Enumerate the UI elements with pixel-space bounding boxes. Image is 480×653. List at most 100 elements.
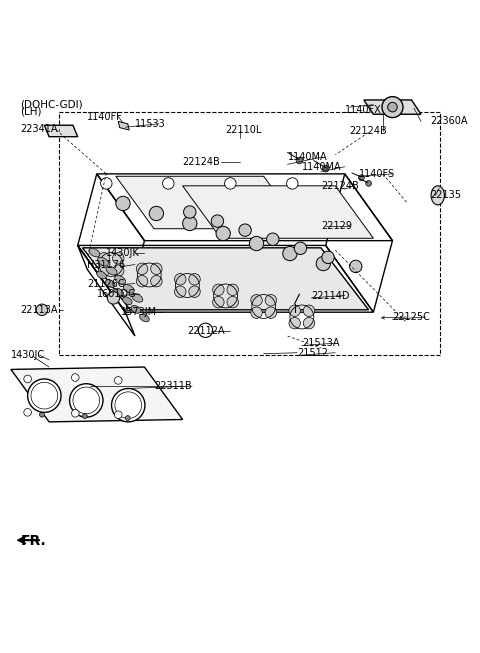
Ellipse shape: [123, 285, 134, 293]
Ellipse shape: [96, 271, 107, 279]
Circle shape: [265, 295, 276, 306]
Text: 1140MA: 1140MA: [302, 162, 341, 172]
Circle shape: [239, 224, 252, 236]
Polygon shape: [364, 100, 421, 114]
Text: 22135: 22135: [431, 190, 462, 200]
Circle shape: [388, 103, 397, 112]
Polygon shape: [116, 176, 302, 229]
Text: 1430JC: 1430JC: [11, 350, 45, 360]
Polygon shape: [83, 247, 369, 310]
Text: 22113A: 22113A: [21, 305, 58, 315]
Circle shape: [323, 165, 329, 172]
Circle shape: [316, 257, 330, 271]
Circle shape: [70, 384, 103, 417]
Ellipse shape: [122, 297, 132, 305]
Text: 22124B: 22124B: [321, 181, 359, 191]
Text: 22311B: 22311B: [154, 381, 192, 391]
Circle shape: [289, 305, 300, 317]
Text: (LH): (LH): [21, 107, 42, 117]
Circle shape: [287, 178, 298, 189]
Ellipse shape: [115, 276, 126, 284]
Ellipse shape: [89, 248, 100, 257]
Circle shape: [98, 253, 109, 264]
Ellipse shape: [132, 294, 143, 302]
Circle shape: [294, 242, 307, 255]
Circle shape: [98, 265, 109, 276]
Circle shape: [349, 260, 362, 272]
Ellipse shape: [105, 279, 115, 287]
Circle shape: [72, 409, 79, 417]
Circle shape: [211, 215, 224, 227]
Text: FR.: FR.: [21, 534, 46, 548]
Ellipse shape: [97, 257, 108, 266]
Polygon shape: [118, 121, 129, 130]
Text: 1140FS: 1140FS: [359, 169, 395, 179]
Text: (DOHC-GDI): (DOHC-GDI): [21, 100, 83, 110]
Ellipse shape: [431, 186, 444, 205]
Text: 22112A: 22112A: [187, 326, 225, 336]
Circle shape: [283, 246, 297, 261]
Ellipse shape: [131, 306, 141, 313]
Text: 22124B: 22124B: [349, 126, 387, 136]
Circle shape: [182, 216, 197, 231]
Circle shape: [107, 292, 120, 304]
Circle shape: [114, 377, 122, 384]
Circle shape: [213, 296, 224, 308]
Circle shape: [83, 414, 87, 419]
Circle shape: [322, 251, 334, 264]
Circle shape: [296, 157, 303, 164]
Circle shape: [251, 307, 262, 319]
Text: 22114D: 22114D: [312, 291, 350, 300]
Circle shape: [216, 227, 230, 241]
Text: 1140FX: 1140FX: [345, 104, 382, 114]
Circle shape: [265, 307, 276, 319]
Text: 22341A: 22341A: [21, 123, 58, 134]
Circle shape: [111, 389, 145, 422]
Ellipse shape: [140, 314, 149, 322]
Circle shape: [101, 178, 112, 189]
Text: 1601DG: 1601DG: [97, 289, 136, 299]
Circle shape: [227, 296, 239, 308]
Circle shape: [136, 276, 148, 287]
Circle shape: [116, 197, 130, 211]
Text: 22125C: 22125C: [393, 312, 431, 322]
Circle shape: [28, 379, 61, 412]
Circle shape: [36, 304, 48, 315]
Circle shape: [303, 317, 315, 329]
Text: 1573JM: 1573JM: [120, 307, 157, 317]
Circle shape: [72, 374, 79, 381]
Circle shape: [125, 416, 130, 421]
Circle shape: [175, 286, 186, 297]
Circle shape: [112, 265, 124, 276]
Circle shape: [359, 175, 364, 181]
Polygon shape: [11, 367, 182, 422]
Text: 22124B: 22124B: [182, 157, 220, 167]
Circle shape: [189, 286, 200, 297]
Text: 22110L: 22110L: [226, 125, 262, 135]
Circle shape: [149, 206, 164, 221]
Circle shape: [163, 178, 174, 189]
Circle shape: [382, 97, 403, 118]
Text: 21513A: 21513A: [302, 338, 339, 348]
Circle shape: [266, 233, 279, 246]
Circle shape: [183, 206, 196, 218]
Text: 21126C: 21126C: [87, 279, 125, 289]
Circle shape: [24, 409, 31, 416]
Circle shape: [189, 274, 200, 285]
Circle shape: [114, 411, 122, 419]
Text: 1430JK: 1430JK: [106, 247, 140, 257]
Circle shape: [303, 305, 315, 317]
Circle shape: [250, 236, 264, 251]
Circle shape: [175, 274, 186, 285]
Circle shape: [227, 284, 239, 296]
Text: 21512: 21512: [297, 348, 328, 358]
Circle shape: [136, 263, 148, 274]
Polygon shape: [44, 125, 78, 136]
Circle shape: [39, 412, 44, 417]
Circle shape: [225, 178, 236, 189]
Circle shape: [251, 295, 262, 306]
Circle shape: [366, 181, 372, 186]
Ellipse shape: [106, 266, 117, 275]
Circle shape: [112, 253, 124, 264]
Polygon shape: [182, 186, 373, 238]
